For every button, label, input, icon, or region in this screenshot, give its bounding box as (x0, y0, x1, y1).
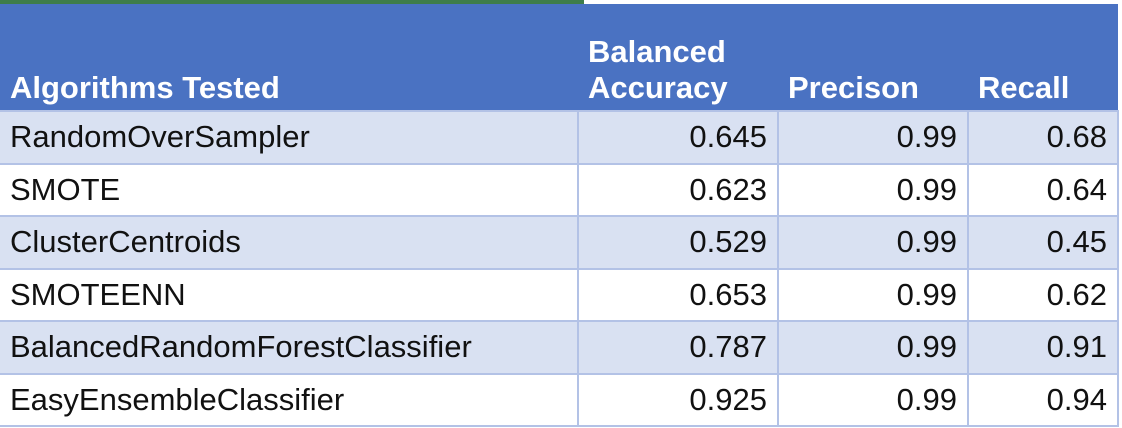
balanced-accuracy-cell[interactable]: 0.529 (578, 215, 779, 270)
header-row: Algorithms Tested Balanced Accuracy Preciso… (0, 4, 1118, 111)
header-text-line: Accuracy (588, 70, 728, 105)
algorithm-cell[interactable]: SMOTEENN (0, 267, 579, 322)
cell-selection-edge (0, 0, 584, 4)
results-table: Algorithms Tested Balanced Accuracy Preciso… (0, 4, 1119, 427)
recall-cell[interactable]: 0.64 (968, 162, 1119, 217)
precision-cell[interactable]: 0.99 (778, 267, 969, 322)
table-row: BalancedRandomForestClassifier 0.787 0.99 0… (0, 320, 1119, 375)
precision-cell[interactable]: 0.99 (778, 215, 969, 270)
recall-cell[interactable]: 0.45 (968, 215, 1119, 270)
precision-cell[interactable]: 0.99 (778, 372, 969, 427)
recall-cell[interactable]: 0.94 (968, 372, 1119, 427)
recall-cell[interactable]: 0.68 (968, 110, 1119, 165)
recall-cell[interactable]: 0.62 (968, 267, 1119, 322)
algorithm-cell[interactable]: ClusterCentroids (0, 215, 579, 270)
table-row: ClusterCentroids 0.529 0.99 0.45 (0, 215, 1119, 270)
header-recall[interactable]: Recall (968, 4, 1118, 111)
header-balanced-accuracy[interactable]: Balanced Accuracy (578, 4, 778, 111)
table-row: RandomOverSampler 0.645 0.99 0.68 (0, 110, 1119, 165)
table-row: SMOTEENN 0.653 0.99 0.62 (0, 267, 1119, 322)
balanced-accuracy-cell[interactable]: 0.645 (578, 110, 779, 165)
balanced-accuracy-cell[interactable]: 0.623 (578, 162, 779, 217)
precision-cell[interactable]: 0.99 (778, 162, 969, 217)
header-text-line: Precison (788, 70, 919, 105)
table-row: EasyEnsembleClassifier 0.925 0.99 0.94 (0, 372, 1119, 427)
table-body: RandomOverSampler 0.645 0.99 0.68 SMOTE 0.623… (0, 110, 1119, 427)
algorithm-cell[interactable]: EasyEnsembleClassifier (0, 372, 579, 427)
header-text-line: Balanced (588, 34, 726, 69)
header-precison[interactable]: Precison (778, 4, 968, 111)
table-row: SMOTE 0.623 0.99 0.64 (0, 162, 1119, 217)
algorithm-cell[interactable]: SMOTE (0, 162, 579, 217)
algorithm-cell[interactable]: RandomOverSampler (0, 110, 579, 165)
header-text-line: Recall (978, 70, 1070, 105)
algorithm-cell[interactable]: BalancedRandomForestClassifier (0, 320, 579, 375)
header-algorithms-tested[interactable]: Algorithms Tested (0, 4, 578, 111)
balanced-accuracy-cell[interactable]: 0.925 (578, 372, 779, 427)
recall-cell[interactable]: 0.91 (968, 320, 1119, 375)
balanced-accuracy-cell[interactable]: 0.653 (578, 267, 779, 322)
precision-cell[interactable]: 0.99 (778, 110, 969, 165)
balanced-accuracy-cell[interactable]: 0.787 (578, 320, 779, 375)
precision-cell[interactable]: 0.99 (778, 320, 969, 375)
header-text-line: Algorithms Tested (10, 70, 280, 105)
